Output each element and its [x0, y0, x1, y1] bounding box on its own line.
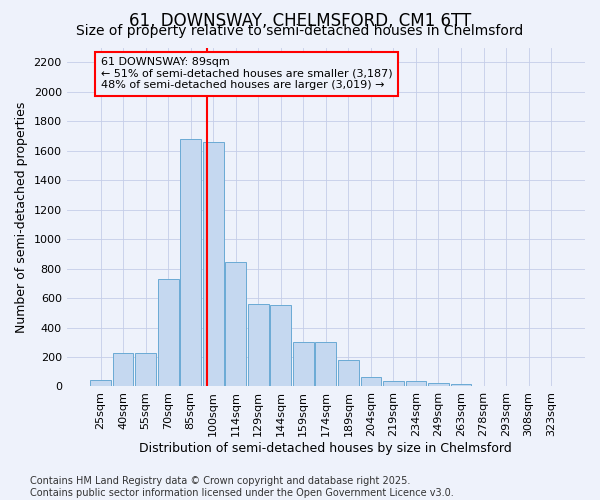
Bar: [248, 304, 269, 386]
Text: Size of property relative to semi-detached houses in Chelmsford: Size of property relative to semi-detach…: [76, 24, 524, 38]
Bar: [406, 380, 426, 386]
Bar: [203, 142, 224, 386]
Text: 61 DOWNSWAY: 89sqm
← 51% of semi-detached houses are smaller (3,187)
48% of semi: 61 DOWNSWAY: 89sqm ← 51% of semi-detache…: [101, 57, 392, 90]
Bar: [428, 383, 449, 386]
Bar: [361, 377, 381, 386]
Bar: [90, 380, 111, 386]
X-axis label: Distribution of semi-detached houses by size in Chelmsford: Distribution of semi-detached houses by …: [139, 442, 512, 455]
Bar: [451, 384, 472, 386]
Y-axis label: Number of semi-detached properties: Number of semi-detached properties: [15, 102, 28, 332]
Bar: [181, 139, 201, 386]
Bar: [338, 360, 359, 386]
Bar: [271, 304, 291, 386]
Bar: [316, 342, 336, 386]
Bar: [383, 380, 404, 386]
Bar: [226, 262, 246, 386]
Bar: [113, 354, 133, 386]
Text: 61, DOWNSWAY, CHELMSFORD, CM1 6TT: 61, DOWNSWAY, CHELMSFORD, CM1 6TT: [129, 12, 471, 30]
Bar: [158, 279, 179, 386]
Text: Contains HM Land Registry data © Crown copyright and database right 2025.
Contai: Contains HM Land Registry data © Crown c…: [30, 476, 454, 498]
Bar: [135, 354, 156, 386]
Bar: [293, 342, 314, 386]
